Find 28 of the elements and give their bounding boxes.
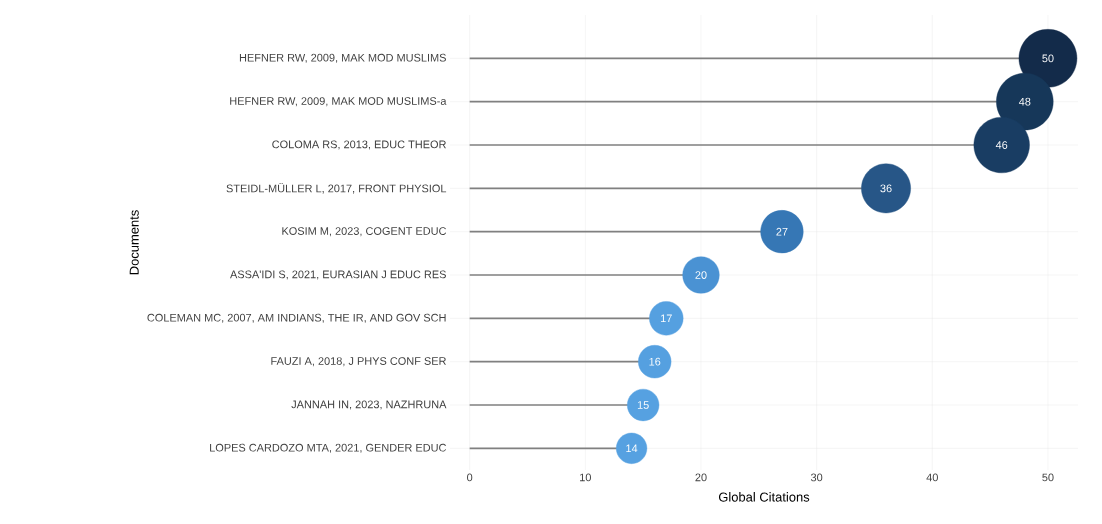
y-tick-label: COLOMA RS, 2013, EDUC THEOR [272, 140, 446, 150]
y-axis-title: Documents [129, 210, 139, 275]
data-label: 50 [1042, 54, 1054, 63]
data-label: 20 [695, 271, 707, 279]
data-label: 48 [1018, 97, 1031, 106]
y-tick-label: LOPES CARDOZO MTA, 2021, GENDER EDUC [210, 443, 447, 453]
data-label: 14 [626, 444, 638, 453]
data-label: 27 [776, 227, 788, 236]
data-label: 36 [880, 184, 892, 193]
x-tick-label: 40 [926, 473, 938, 482]
y-tick-label: ASSA'IDI S, 2021, EURASIAN J EDUC RES [230, 270, 446, 280]
y-tick-label: STEIDL-MÜLLER L, 2017, FRONT PHYSIOL [226, 183, 447, 194]
data-label: 46 [995, 141, 1008, 149]
data-label: 16 [649, 357, 661, 366]
x-tick-label: 20 [695, 473, 707, 482]
data-label: 17 [661, 314, 672, 323]
x-tick-label: 10 [580, 473, 591, 482]
x-tick-label: 0 [467, 473, 473, 482]
x-tick-label: 50 [1042, 473, 1054, 482]
x-axis-title: Global Citations [718, 492, 810, 502]
y-tick-label: HEFNER RW, 2009, MAK MOD MUSLIMS [239, 53, 446, 63]
data-label: 15 [637, 401, 649, 409]
y-tick-label: KOSIM M, 2023, COGENT EDUC [282, 227, 447, 237]
y-tick-label: HEFNER RW, 2009, MAK MOD MUSLIMS-a [230, 97, 447, 107]
y-tick-label: JANNAH IN, 2023, NAZHRUNA [291, 400, 447, 410]
x-tick-label: 30 [810, 473, 823, 482]
y-tick-label: FAUZI A, 2018, J PHYS CONF SER [271, 357, 446, 367]
y-tick-label: COLEMAN MC, 2007, AM INDIANS, THE IR, AND GOV SCH [147, 313, 446, 323]
